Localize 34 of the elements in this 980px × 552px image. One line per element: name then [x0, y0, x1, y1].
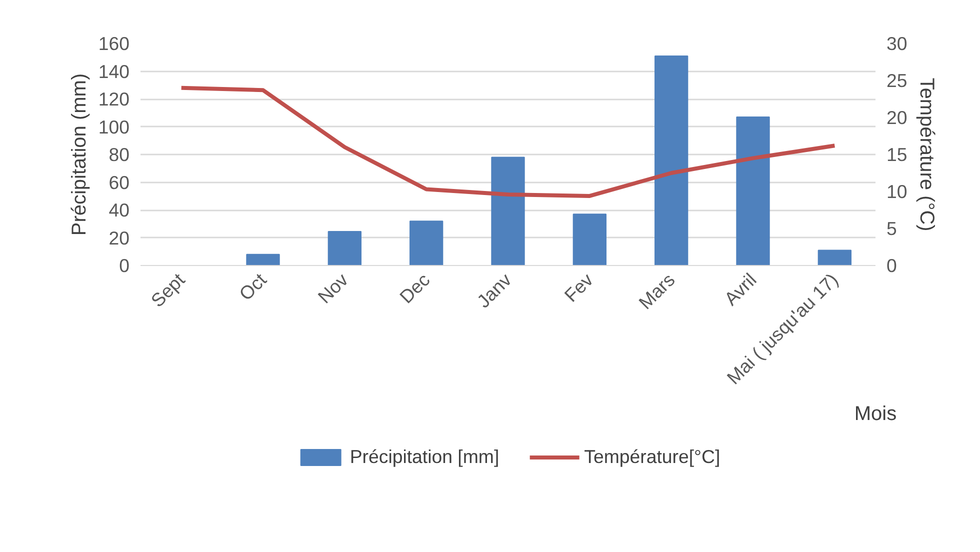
y-tick-label: 100	[98, 116, 130, 138]
y-axis-title: Précipitation (mm)	[68, 73, 90, 236]
x-tick-label: Dec	[395, 269, 434, 308]
y2-tick-label: 10	[886, 181, 908, 202]
bar	[246, 254, 280, 266]
legend-label: Précipitation [mm]	[350, 446, 500, 468]
y-tick-label: 80	[108, 144, 130, 165]
bar	[818, 250, 852, 266]
y2-tick-label: 25	[886, 70, 908, 91]
bar	[491, 156, 525, 266]
legend-label: Température[°C]	[584, 446, 720, 468]
line-series	[179, 86, 837, 198]
y-tick-label: 60	[108, 172, 130, 193]
bar	[736, 116, 770, 266]
y2-axis-title: Température (°C)	[915, 78, 938, 232]
bar	[572, 214, 606, 266]
x-tick-label: Nov	[314, 268, 353, 308]
y-tick-label: 20	[108, 227, 130, 248]
y-tick-label: 140	[98, 60, 130, 82]
y2-tick-label: 20	[886, 107, 908, 128]
y-tick-label: 120	[98, 88, 130, 110]
x-axis-title: Mois	[854, 402, 897, 425]
x-tick-label: Fev	[560, 268, 598, 306]
y2-tick-label: 5	[886, 218, 897, 239]
y-tick-label: 160	[98, 33, 130, 54]
y-tick-label: 0	[119, 255, 130, 276]
y-tick-label: 40	[108, 200, 130, 220]
y2-tick-label: 15	[886, 144, 908, 165]
y2-tick-label: 0	[886, 255, 897, 276]
bar	[328, 231, 362, 266]
y2-tick-label: 30	[886, 33, 908, 54]
bar	[654, 55, 688, 266]
x-tick-label: Oct	[235, 268, 271, 304]
bar	[410, 220, 444, 266]
